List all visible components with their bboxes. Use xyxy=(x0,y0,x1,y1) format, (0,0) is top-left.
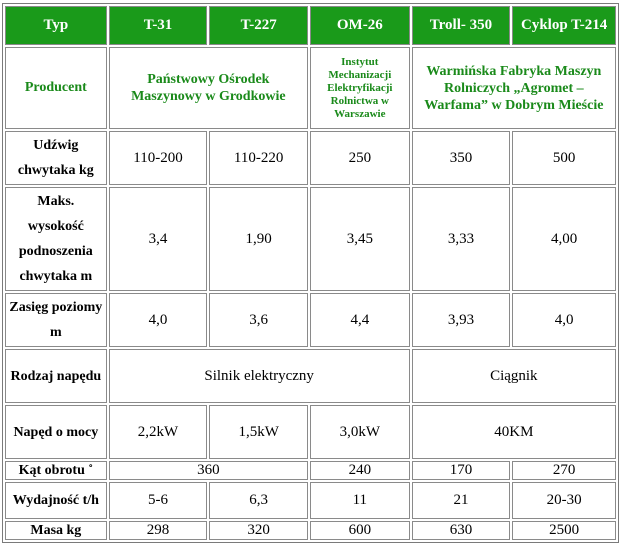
producent-pog: Państwowy Ośrodek Maszynowy w Grodkowie xyxy=(108,47,308,129)
cell-value: 4,4 xyxy=(309,293,410,347)
row-label-kat: Kąt obrotu ˚ xyxy=(5,461,107,480)
producent-row: Producent Państwowy Ośrodek Maszynowy w … xyxy=(5,47,616,129)
cell-value: 360 xyxy=(108,461,308,480)
cell-value: 270 xyxy=(512,461,616,480)
row-label-udzwig: Udźwig chwytaka kg xyxy=(5,131,107,185)
table-row: Kąt obrotu ˚ 360 240 170 270 xyxy=(5,461,616,480)
cell-value: 1,5kW xyxy=(209,405,308,459)
cell-value: 500 xyxy=(512,131,616,185)
header-model-t31: T-31 xyxy=(108,6,208,45)
cell-value: 110-220 xyxy=(209,131,308,185)
cell-value: 600 xyxy=(309,521,410,540)
cell-value: 4,0 xyxy=(108,293,208,347)
cell-value: 2,2kW xyxy=(108,405,208,459)
header-model-troll350: Troll- 350 xyxy=(411,6,511,45)
producent-warfama: Warmińska Fabryka Maszyn Rolniczych „Agr… xyxy=(411,47,616,129)
cell-value: 3,93 xyxy=(411,293,511,347)
cell-value: 1,90 xyxy=(209,187,308,291)
table-row: Rodzaj napędu Silnik elektryczny Ciągnik xyxy=(5,349,616,403)
table-row: Zasięg poziomy m 4,0 3,6 4,4 3,93 4,0 xyxy=(5,293,616,347)
cell-value: 3,6 xyxy=(209,293,308,347)
cell-value: 21 xyxy=(411,482,511,519)
cell-value: 630 xyxy=(411,521,511,540)
cell-value: 170 xyxy=(411,461,511,480)
cell-value: 3,45 xyxy=(309,187,410,291)
row-label-zasieg: Zasięg poziomy m xyxy=(5,293,107,347)
cell-value: 3,0kW xyxy=(309,405,410,459)
table-row: Maks. wysokość podnoszenia chwytaka m 3,… xyxy=(5,187,616,291)
cell-value: 5-6 xyxy=(108,482,208,519)
cell-value: 4,00 xyxy=(512,187,616,291)
producent-imer: Instytut Mechanizacji Elektryfikacji Rol… xyxy=(309,47,410,129)
row-label-wysokosc: Maks. wysokość podnoszenia chwytaka m xyxy=(5,187,107,291)
specification-table: Typ T-31 T-227 OM-26 Troll- 350 Cyklop T… xyxy=(2,3,619,543)
cell-value: 4,0 xyxy=(512,293,616,347)
cell-value: 40KM xyxy=(411,405,616,459)
cell-value: 250 xyxy=(309,131,410,185)
cell-value: 350 xyxy=(411,131,511,185)
header-model-cyklop: Cyklop T-214 xyxy=(512,6,616,45)
header-row: Typ T-31 T-227 OM-26 Troll- 350 Cyklop T… xyxy=(5,6,616,45)
row-label-wydajnosc: Wydajność t/h xyxy=(5,482,107,519)
row-label-naped: Rodzaj napędu xyxy=(5,349,107,403)
table-row: Wydajność t/h 5-6 6,3 11 21 20-30 xyxy=(5,482,616,519)
cell-value: 3,4 xyxy=(108,187,208,291)
table-row: Udźwig chwytaka kg 110-200 110-220 250 3… xyxy=(5,131,616,185)
row-label-masa: Masa kg xyxy=(5,521,107,540)
row-label-moc: Napęd o mocy xyxy=(5,405,107,459)
cell-value: 2500 xyxy=(512,521,616,540)
cell-value: 320 xyxy=(209,521,308,540)
cell-value-silnik: Silnik elektryczny xyxy=(108,349,410,403)
header-typ: Typ xyxy=(5,6,107,45)
header-model-t227: T-227 xyxy=(209,6,308,45)
cell-value: 6,3 xyxy=(209,482,308,519)
cell-value: 11 xyxy=(309,482,410,519)
cell-value: 3,33 xyxy=(411,187,511,291)
cell-value: 298 xyxy=(108,521,208,540)
cell-value: 110-200 xyxy=(108,131,208,185)
producent-label: Producent xyxy=(5,47,107,129)
cell-value: 20-30 xyxy=(512,482,616,519)
cell-value-ciagnik: Ciągnik xyxy=(411,349,616,403)
table-row: Napęd o mocy 2,2kW 1,5kW 3,0kW 40KM xyxy=(5,405,616,459)
header-model-om26: OM-26 xyxy=(309,6,410,45)
table-row: Masa kg 298 320 600 630 2500 xyxy=(5,521,616,540)
cell-value: 240 xyxy=(309,461,410,480)
